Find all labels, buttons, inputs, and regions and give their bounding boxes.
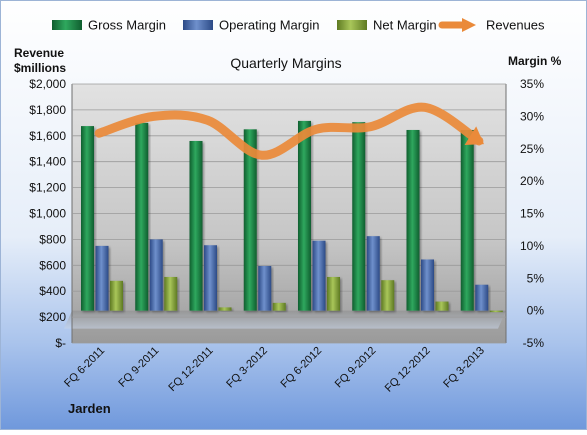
- legend-label-operating-margin: Operating Margin: [219, 18, 319, 33]
- left-axis-tick-label: $200: [39, 310, 66, 324]
- left-axis-title-line2: $millions: [14, 61, 66, 75]
- bar-gross-margin: [189, 140, 203, 311]
- bar-net-margin: [489, 310, 503, 313]
- legend-arrow-head: [462, 18, 476, 32]
- bar-operating-margin: [149, 239, 163, 311]
- revenue-line-path: [94, 102, 484, 160]
- left-axis-tick-label: $1,000: [29, 207, 66, 221]
- right-axis-tick-label: 5%: [527, 271, 545, 285]
- bar-operating-margin: [421, 259, 434, 311]
- legend-swatch-net-margin: [337, 20, 367, 30]
- bar-net-margin: [435, 301, 449, 311]
- bar-gross-margin: [406, 129, 420, 311]
- bars: [81, 120, 503, 313]
- bar-net-margin: [381, 280, 395, 311]
- bar-gross-margin: [243, 129, 257, 311]
- left-axis-title-line1: Revenue: [14, 46, 64, 60]
- right-axis-title: Margin %: [508, 54, 562, 68]
- company-label: Jarden: [68, 401, 111, 416]
- left-axis-tick-label: $600: [39, 258, 66, 272]
- legend-swatch-gross-margin: [52, 20, 82, 30]
- bar-net-margin: [272, 302, 286, 311]
- right-axis-tick-label: 35%: [520, 77, 544, 91]
- legend-item-gross-margin: Gross Margin: [52, 18, 166, 33]
- legend-label-gross-margin: Gross Margin: [88, 18, 166, 33]
- bar-gross-margin: [81, 126, 94, 311]
- left-axis-tick-label: $-: [55, 336, 66, 350]
- bar-operating-margin: [95, 245, 109, 311]
- bar-operating-margin: [258, 265, 272, 311]
- bar-operating-margin: [366, 236, 380, 311]
- right-axis-tick-label: 25%: [520, 142, 544, 156]
- bar-operating-margin: [204, 245, 217, 311]
- revenue-line: [94, 102, 484, 160]
- left-axis-tick-label: $1,800: [29, 103, 66, 117]
- legend-item-revenues: Revenues: [438, 18, 545, 33]
- left-axis-tick-label: $1,400: [29, 155, 66, 169]
- bar-gross-margin: [135, 122, 149, 311]
- left-axis-tick-label: $1,600: [29, 129, 66, 143]
- left-axis-tick-label: $800: [39, 232, 66, 246]
- right-axis-tick-label: 10%: [520, 239, 544, 253]
- bar-gross-margin: [298, 120, 311, 311]
- left-axis-tick-label: $2,000: [29, 77, 66, 91]
- legend-item-net-margin: Net Margin: [337, 18, 437, 33]
- bar-net-margin: [327, 276, 340, 311]
- bar-gross-margin: [460, 129, 474, 311]
- bar-gross-margin: [352, 122, 366, 311]
- left-axis-tick-label: $400: [39, 284, 66, 298]
- bar-operating-margin: [475, 284, 489, 311]
- right-axis-tick-label: 20%: [520, 174, 544, 188]
- legend: Gross Margin Operating Margin Net Margin…: [52, 18, 545, 33]
- right-axis-tick-label: 30%: [520, 109, 544, 123]
- legend-label-net-margin: Net Margin: [373, 18, 437, 33]
- right-axis-tick-label: 15%: [520, 207, 544, 221]
- chart-title: Quarterly Margins: [230, 55, 341, 71]
- legend-label-revenues: Revenues: [486, 18, 545, 33]
- right-axis-tick-label: 0%: [527, 304, 545, 318]
- plot-floor: [64, 310, 506, 329]
- bar-operating-margin: [312, 240, 326, 311]
- legend-swatch-operating-margin: [183, 20, 213, 30]
- revenue-line-arrowhead: [464, 126, 484, 146]
- right-axis-tick-label: -5%: [523, 336, 545, 350]
- bar-net-margin: [110, 280, 123, 311]
- left-axis-tick-label: $1,200: [29, 181, 66, 195]
- legend-item-operating-margin: Operating Margin: [183, 18, 319, 33]
- bar-net-margin: [218, 307, 232, 311]
- bar-net-margin: [164, 276, 178, 311]
